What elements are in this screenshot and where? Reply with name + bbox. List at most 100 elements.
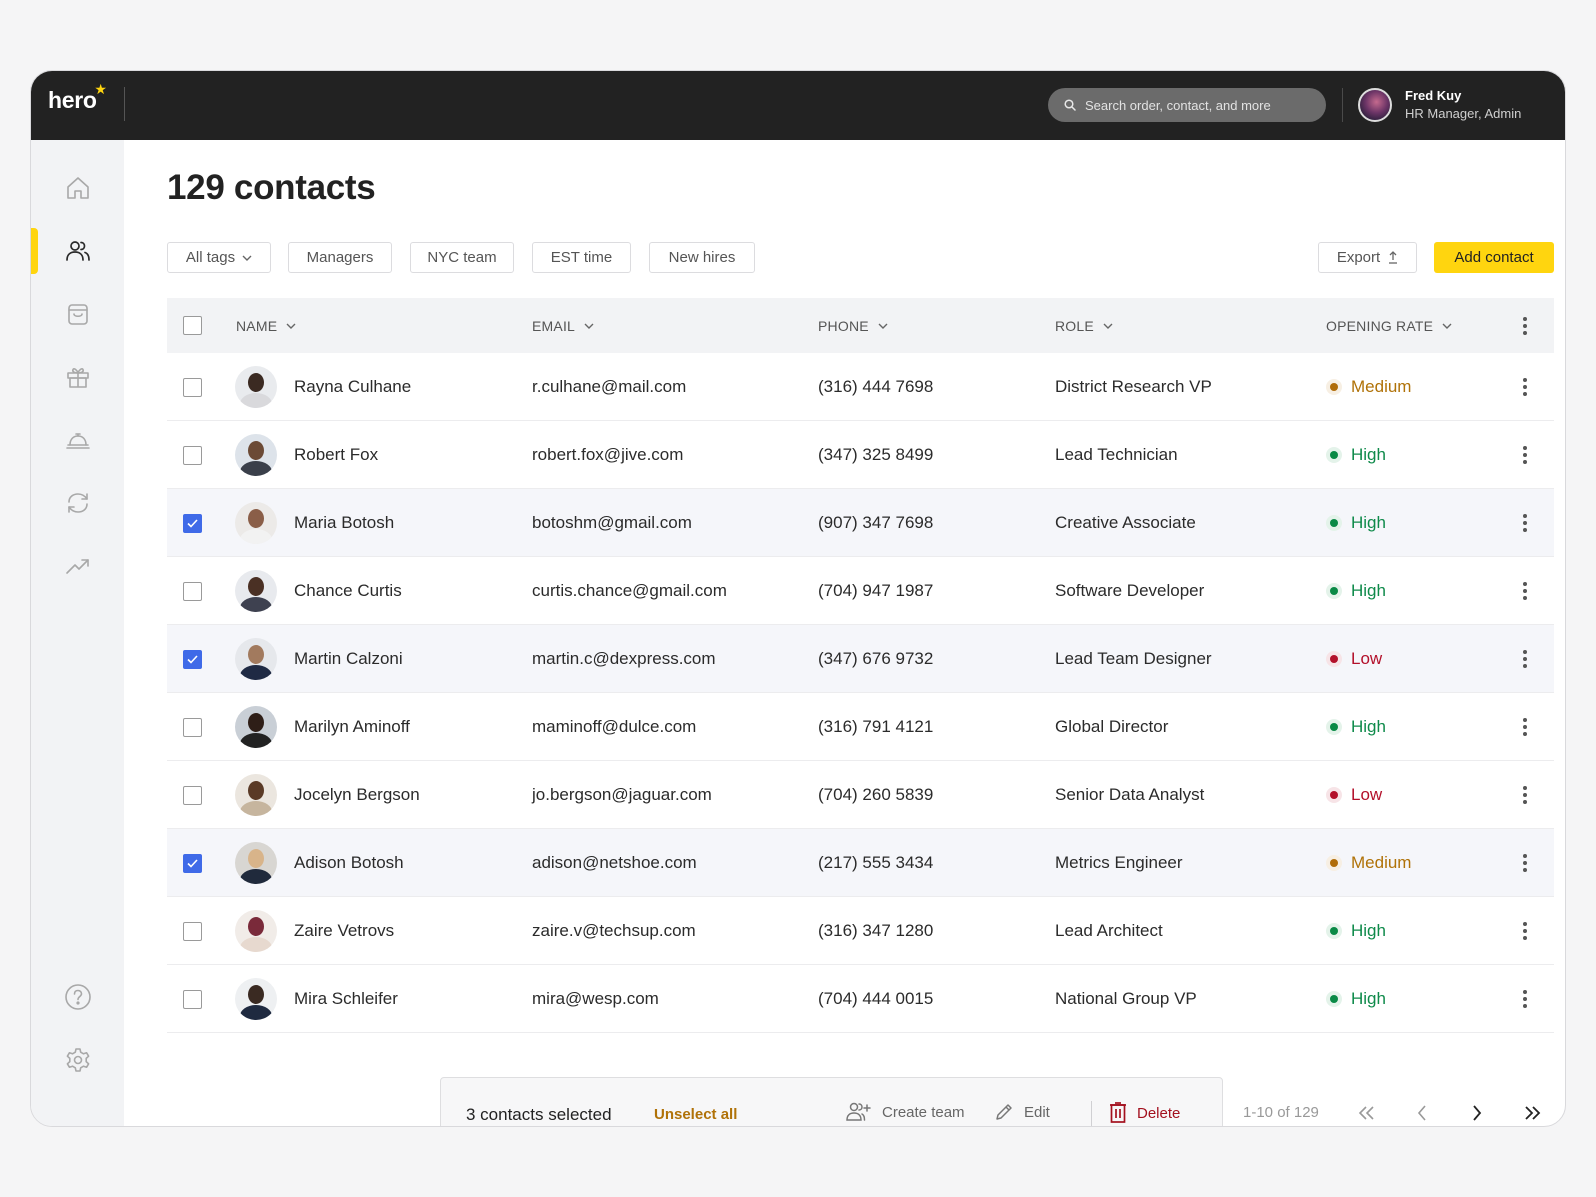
- more-vertical-icon[interactable]: [1519, 578, 1531, 604]
- row-checkbox[interactable]: [183, 513, 202, 533]
- contact-email[interactable]: botoshm@gmail.com: [532, 513, 692, 532]
- sidebar-item-orders[interactable]: [31, 291, 124, 337]
- contact-email[interactable]: zaire.v@techsup.com: [532, 921, 696, 940]
- filter-nyc-team[interactable]: NYC team: [410, 242, 514, 273]
- contact-email[interactable]: r.culhane@mail.com: [532, 377, 687, 396]
- contact-name[interactable]: Rayna Culhane: [294, 377, 412, 396]
- contact-name[interactable]: Marilyn Aminoff: [294, 717, 410, 736]
- opening-rate-cell: High: [1326, 965, 1386, 1033]
- create-team-button[interactable]: Create team: [846, 1102, 965, 1122]
- contact-name[interactable]: Mira Schleifer: [294, 989, 398, 1008]
- app-window: hero ★ Fred Kuy HR Manager, Admin: [30, 70, 1566, 1127]
- search-input[interactable]: [1085, 97, 1305, 113]
- row-checkbox[interactable]: [183, 989, 202, 1009]
- row-checkbox[interactable]: [183, 853, 202, 873]
- contact-email[interactable]: curtis.chance@gmail.com: [532, 581, 727, 600]
- contact-name[interactable]: Maria Botosh: [294, 513, 395, 532]
- selection-action-bar: 3 contacts selected Unselect all Create …: [440, 1077, 1223, 1126]
- contact-email[interactable]: adison@netshoe.com: [532, 853, 697, 872]
- row-checkbox[interactable]: [183, 445, 202, 465]
- table-row[interactable]: Rayna Culhane r.culhane@mail.com (316) 4…: [167, 353, 1554, 421]
- select-all-checkbox-cell[interactable]: [183, 298, 202, 353]
- contact-role: Global Director: [1055, 717, 1169, 736]
- contact-email[interactable]: martin.c@dexpress.com: [532, 649, 716, 668]
- row-checkbox[interactable]: [183, 377, 202, 397]
- more-vertical-icon[interactable]: [1519, 782, 1531, 808]
- filter-est-time[interactable]: EST time: [532, 242, 631, 273]
- more-vertical-icon[interactable]: [1519, 374, 1531, 400]
- column-options-button[interactable]: [1519, 298, 1531, 353]
- row-checkbox[interactable]: [183, 785, 202, 805]
- avatar: [235, 774, 277, 816]
- table-row[interactable]: Adison Botosh adison@netshoe.com (217) 5…: [167, 829, 1554, 897]
- contact-email[interactable]: mira@wesp.com: [532, 989, 659, 1008]
- table-row[interactable]: Marilyn Aminoff maminoff@dulce.com (316)…: [167, 693, 1554, 761]
- sidebar-item-services[interactable]: [31, 417, 124, 463]
- row-checkbox[interactable]: [183, 717, 202, 737]
- contact-name[interactable]: Jocelyn Bergson: [294, 785, 420, 804]
- table-row[interactable]: Robert Fox robert.fox@jive.com (347) 325…: [167, 421, 1554, 489]
- column-header-phone[interactable]: PHONE: [818, 298, 888, 353]
- column-header-opening-rate[interactable]: OPENING RATE: [1326, 298, 1452, 353]
- row-checkbox[interactable]: [183, 649, 202, 669]
- more-vertical-icon[interactable]: [1519, 442, 1531, 468]
- row-checkbox[interactable]: [183, 581, 202, 601]
- sidebar-item-gifts[interactable]: [31, 354, 124, 400]
- column-label: OPENING RATE: [1326, 317, 1434, 334]
- contact-phone: (347) 325 8499: [818, 445, 934, 464]
- previous-page-button[interactable]: [1409, 1100, 1435, 1126]
- more-vertical-icon[interactable]: [1519, 918, 1531, 944]
- status-dot-icon: [1326, 991, 1342, 1007]
- contact-email[interactable]: maminoff@dulce.com: [532, 717, 697, 736]
- column-header-role[interactable]: ROLE: [1055, 298, 1113, 353]
- sidebar-item-help[interactable]: [31, 974, 124, 1020]
- unselect-all-button[interactable]: Unselect all: [654, 1106, 738, 1123]
- contact-email[interactable]: robert.fox@jive.com: [532, 445, 684, 464]
- export-button[interactable]: Export: [1318, 242, 1417, 273]
- select-all-checkbox[interactable]: [183, 316, 202, 335]
- more-vertical-icon[interactable]: [1519, 850, 1531, 876]
- sidebar-item-contacts[interactable]: [31, 228, 124, 274]
- table-row[interactable]: Martin Calzoni martin.c@dexpress.com (34…: [167, 625, 1554, 693]
- logo[interactable]: hero ★: [48, 81, 107, 114]
- table-row[interactable]: Chance Curtis curtis.chance@gmail.com (7…: [167, 557, 1554, 625]
- main-content: 129 contacts All tags Managers NYC team …: [124, 140, 1565, 1126]
- filter-new-hires[interactable]: New hires: [649, 242, 755, 273]
- column-header-email[interactable]: EMAIL: [532, 298, 594, 353]
- row-checkbox[interactable]: [183, 921, 202, 941]
- more-vertical-icon[interactable]: [1519, 714, 1531, 740]
- edit-label: Edit: [1024, 1103, 1050, 1121]
- table-row[interactable]: Maria Botosh botoshm@gmail.com (907) 347…: [167, 489, 1554, 557]
- more-vertical-icon[interactable]: [1519, 986, 1531, 1012]
- contact-name[interactable]: Martin Calzoni: [294, 649, 403, 668]
- delete-button[interactable]: Delete: [1109, 1102, 1180, 1124]
- filter-all-tags[interactable]: All tags: [167, 242, 271, 273]
- edit-button[interactable]: Edit: [994, 1102, 1050, 1122]
- contact-name[interactable]: Adison Botosh: [294, 853, 404, 872]
- contact-name[interactable]: Zaire Vetrovs: [294, 921, 395, 940]
- column-header-name[interactable]: NAME: [236, 298, 296, 353]
- more-vertical-icon[interactable]: [1519, 313, 1531, 339]
- opening-rate-label: High: [1351, 581, 1386, 600]
- contact-role: Lead Technician: [1055, 445, 1178, 464]
- table-row[interactable]: Jocelyn Bergson jo.bergson@jaguar.com (7…: [167, 761, 1554, 829]
- sidebar-item-sync[interactable]: [31, 480, 124, 526]
- contact-name[interactable]: Chance Curtis: [294, 581, 402, 600]
- last-page-button[interactable]: [1519, 1100, 1545, 1126]
- more-vertical-icon[interactable]: [1519, 510, 1531, 536]
- filter-managers[interactable]: Managers: [288, 242, 392, 273]
- avatar: [235, 502, 277, 544]
- add-contact-button[interactable]: Add contact: [1434, 242, 1554, 273]
- contact-email[interactable]: jo.bergson@jaguar.com: [532, 785, 712, 804]
- sidebar-item-settings[interactable]: [31, 1037, 124, 1083]
- sidebar-item-home[interactable]: [31, 165, 124, 211]
- sidebar-item-analytics[interactable]: [31, 543, 124, 589]
- search-box[interactable]: [1048, 88, 1326, 122]
- table-row[interactable]: Mira Schleifer mira@wesp.com (704) 444 0…: [167, 965, 1554, 1033]
- contact-name[interactable]: Robert Fox: [294, 445, 379, 464]
- more-vertical-icon[interactable]: [1519, 646, 1531, 672]
- user-avatar[interactable]: [1358, 88, 1392, 122]
- table-row[interactable]: Zaire Vetrovs zaire.v@techsup.com (316) …: [167, 897, 1554, 965]
- next-page-button[interactable]: [1464, 1100, 1490, 1126]
- first-page-button[interactable]: [1354, 1100, 1380, 1126]
